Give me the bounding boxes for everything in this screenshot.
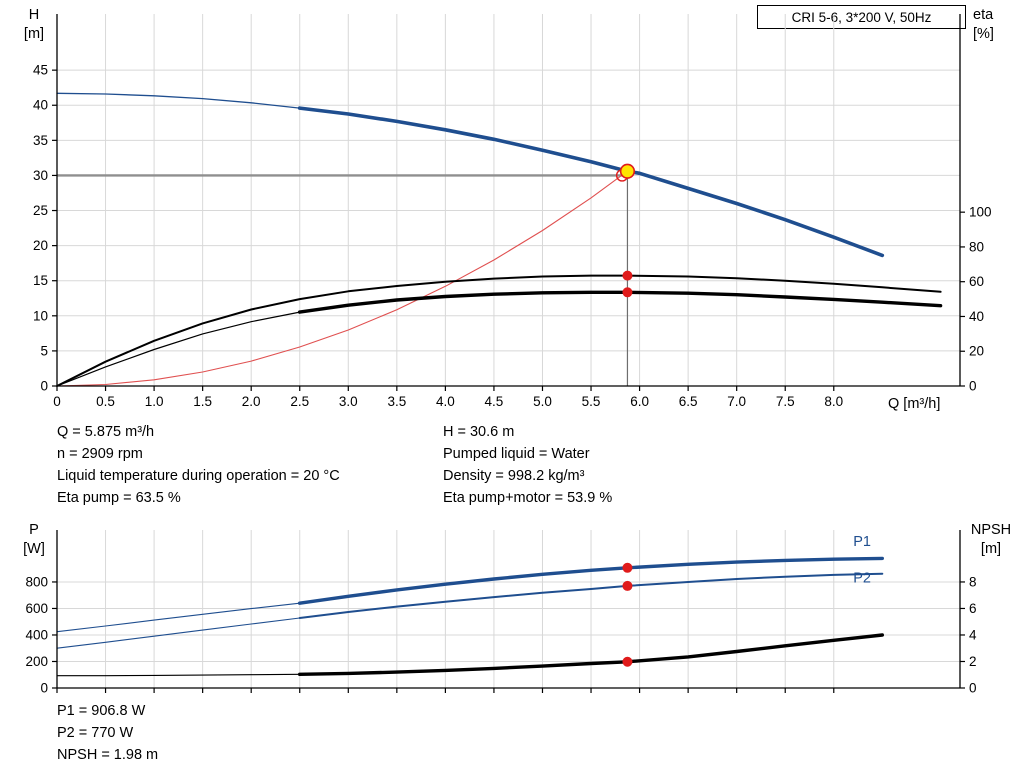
svg-text:5.0: 5.0: [533, 394, 552, 409]
eta-axis-unit: [%]: [973, 26, 994, 42]
svg-text:6: 6: [969, 601, 977, 616]
svg-text:0: 0: [969, 379, 977, 394]
duty-info-left: Q = 5.875 m³/h n = 2909 rpm Liquid tempe…: [57, 421, 340, 509]
svg-text:20: 20: [969, 344, 984, 359]
svg-text:5: 5: [40, 343, 48, 358]
svg-text:2: 2: [969, 654, 977, 669]
svg-text:P2: P2: [853, 571, 871, 587]
svg-text:4.0: 4.0: [436, 394, 455, 409]
svg-text:0.5: 0.5: [96, 394, 115, 409]
p-axis-symbol: P: [29, 522, 39, 538]
svg-text:20: 20: [33, 238, 48, 253]
svg-text:15: 15: [33, 273, 48, 288]
svg-text:45: 45: [33, 63, 48, 78]
svg-text:100: 100: [969, 205, 992, 220]
svg-text:35: 35: [33, 133, 48, 148]
eta-axis-symbol: eta: [973, 7, 994, 23]
svg-text:1.5: 1.5: [193, 394, 212, 409]
power-info: P1 = 906.8 W P2 = 770 W NPSH = 1.98 m: [57, 700, 158, 766]
duty-flow-text: Q = 5.875 m³/h: [57, 424, 155, 440]
duty-density-text: Density = 998.2 kg/m³: [443, 468, 585, 484]
svg-text:6.5: 6.5: [679, 394, 698, 409]
svg-text:800: 800: [25, 574, 48, 589]
h-axis-symbol: H: [28, 7, 40, 23]
svg-text:7.0: 7.0: [727, 394, 746, 409]
svg-text:2.0: 2.0: [242, 394, 261, 409]
npsh-axis-symbol: NPSH: [970, 522, 1012, 538]
h-axis-title: H [m]: [16, 6, 52, 44]
svg-text:10: 10: [33, 308, 48, 323]
p2-value-text: P2 = 770 W: [57, 725, 134, 741]
svg-text:5.5: 5.5: [582, 394, 601, 409]
svg-text:P1: P1: [853, 534, 871, 550]
duty-liquid-text: Pumped liquid = Water: [443, 446, 590, 462]
svg-text:40: 40: [33, 98, 48, 113]
svg-text:200: 200: [25, 654, 48, 669]
p-axis-unit: [W]: [23, 541, 45, 557]
svg-text:3.0: 3.0: [339, 394, 358, 409]
svg-text:8: 8: [969, 574, 977, 589]
duty-eta-total-text: Eta pump+motor = 53.9 %: [443, 490, 613, 506]
svg-text:0: 0: [53, 394, 61, 409]
duty-liquid-temp-text: Liquid temperature during operation = 20…: [57, 468, 340, 484]
svg-text:7.5: 7.5: [776, 394, 795, 409]
eta-axis-title: eta [%]: [973, 6, 1019, 44]
svg-text:40: 40: [969, 309, 984, 324]
p-axis-title: P [W]: [16, 521, 52, 559]
svg-text:0: 0: [40, 379, 48, 394]
svg-text:0: 0: [969, 681, 977, 696]
svg-text:80: 80: [969, 239, 984, 254]
npsh-axis-unit: [m]: [980, 541, 1002, 557]
svg-text:1.0: 1.0: [145, 394, 164, 409]
npsh-value-text: NPSH = 1.98 m: [57, 747, 159, 763]
svg-text:60: 60: [969, 274, 984, 289]
svg-text:4: 4: [969, 627, 977, 642]
q-axis-title: Q [m³/h]: [888, 396, 941, 412]
svg-text:30: 30: [33, 168, 48, 183]
h-axis-unit: [m]: [23, 26, 45, 42]
svg-text:2.5: 2.5: [290, 394, 309, 409]
qh-eta-chart: 0 0.5 1.0 1.5 2.0 2.5 3.0 3.5 4.0 4.5 5.0 5.5 6.0 6.5…: [33, 14, 992, 409]
svg-text:400: 400: [25, 627, 48, 642]
svg-text:8.0: 8.0: [824, 394, 843, 409]
duty-eta-pump-text: Eta pump = 63.5 %: [57, 490, 181, 506]
svg-text:0: 0: [40, 681, 48, 696]
p1-value-text: P1 = 906.8 W: [57, 703, 146, 719]
svg-text:600: 600: [25, 601, 48, 616]
duty-info-right: H = 30.6 m Pumped liquid = Water Density…: [443, 421, 612, 509]
power-npsh-chart: P1 P2 0 200 400 600 800 0 2 4 6 8: [25, 530, 977, 696]
duty-speed-text: n = 2909 rpm: [57, 446, 143, 462]
svg-text:25: 25: [33, 203, 48, 218]
duty-head-text: H = 30.6 m: [443, 424, 515, 440]
svg-text:3.5: 3.5: [387, 394, 406, 409]
npsh-axis-title: NPSH [m]: [962, 521, 1020, 559]
svg-text:6.0: 6.0: [630, 394, 649, 409]
svg-text:4.5: 4.5: [485, 394, 504, 409]
pump-model-box: CRI 5-6, 3*200 V, 50Hz: [757, 5, 966, 29]
